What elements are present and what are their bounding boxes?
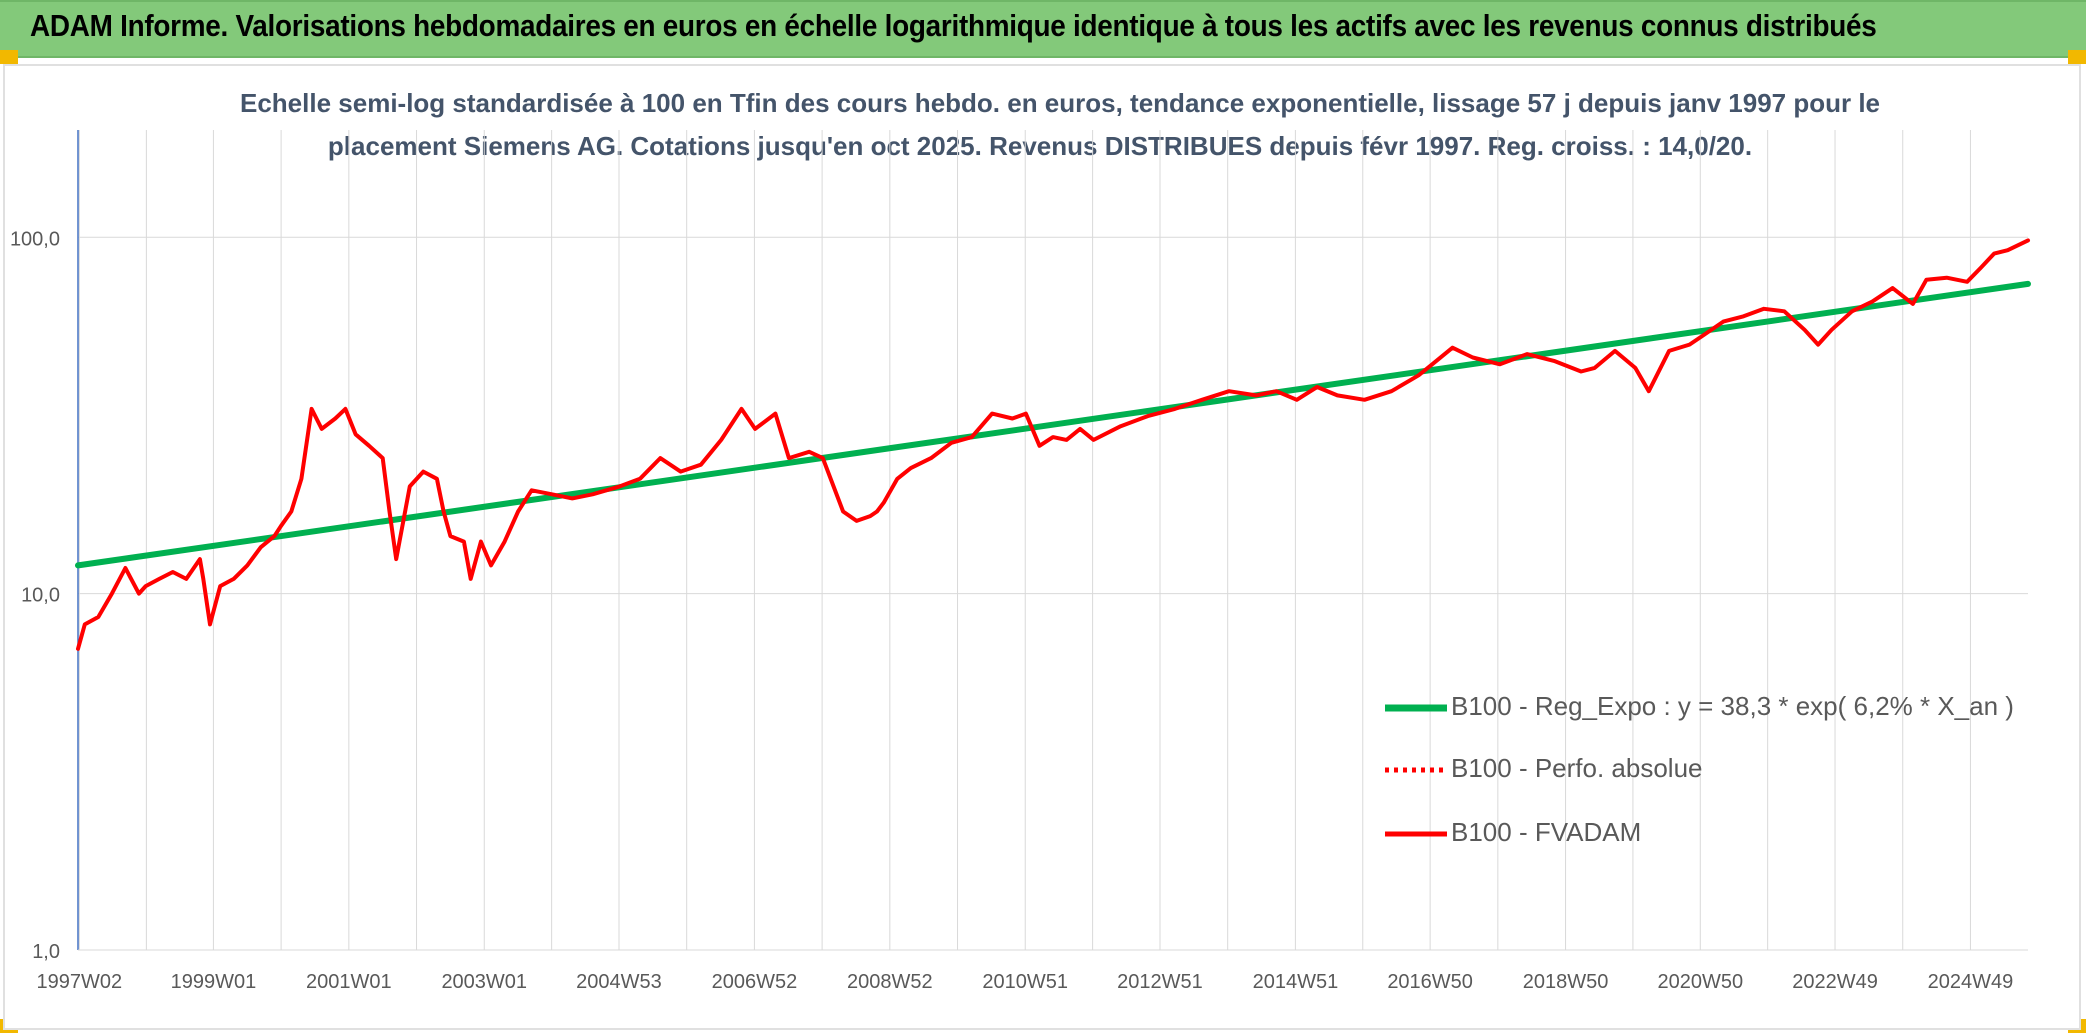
chart-title-line-2: placement Siemens AG. Cotations jusqu'en… [327,131,1753,161]
corner-marker [2068,50,2086,64]
x-tick-label: 2024W49 [1928,971,2014,993]
chart-title-line-1: Echelle semi-log standardisée à 100 en T… [240,88,1881,118]
x-tick-label: 2006W52 [712,971,798,993]
y-tick-label: 1,0 [32,941,60,963]
x-tick-label: 2004W53 [576,971,662,993]
x-tick-label: 2003W01 [441,971,527,993]
x-tick-label: 2010W51 [982,971,1068,993]
regression-trend-line [75,280,2031,569]
x-tick-label: 2018W50 [1523,971,1609,993]
x-tick-label: 2020W50 [1657,971,1743,993]
banner-title: ADAM Informe. Valorisations hebdomadaire… [30,8,1877,43]
y-tick-label: 100,0 [10,228,60,250]
x-tick-label: 2008W52 [847,971,933,993]
legend-entry-label: B100 - FVADAM [1451,817,1642,847]
fvadam-series-line [76,238,2030,651]
x-tick-label: 1997W02 [37,971,123,993]
x-tick-label: 2014W51 [1253,971,1339,993]
legend-entry-label: B100 - Perfo. absolue [1451,753,1703,783]
x-tick-label: 1999W01 [171,971,257,993]
banner: ADAM Informe. Valorisations hebdomadaire… [0,0,2086,58]
x-tick-label: 2016W50 [1387,971,1473,993]
x-tick-label: 2012W51 [1117,971,1203,993]
x-tick-label: 2001W01 [306,971,392,993]
legend-entry-label: B100 - Reg_Expo : y = 38,3 * exp( 6,2% *… [1451,691,2014,721]
corner-marker [0,50,18,64]
x-tick-label: 2022W49 [1792,971,1878,993]
y-tick-label: 10,0 [21,585,60,607]
